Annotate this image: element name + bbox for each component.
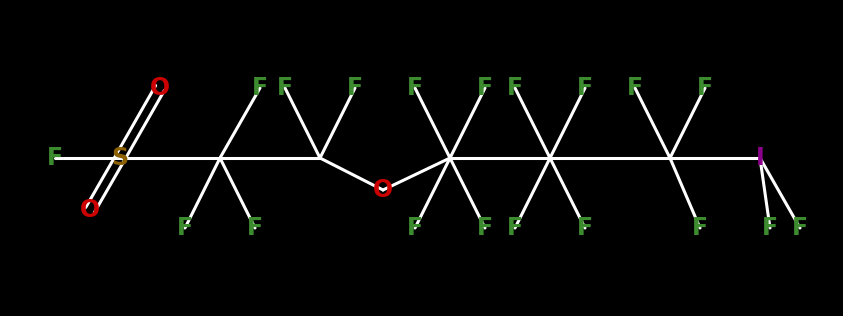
Text: F: F <box>407 76 423 100</box>
Text: F: F <box>47 146 63 170</box>
Text: I: I <box>755 146 765 170</box>
Text: F: F <box>577 216 593 240</box>
Text: S: S <box>111 146 129 170</box>
Text: F: F <box>577 76 593 100</box>
Text: F: F <box>762 216 778 240</box>
Text: F: F <box>477 216 493 240</box>
Text: F: F <box>347 76 363 100</box>
Text: F: F <box>792 216 808 240</box>
Text: F: F <box>697 76 713 100</box>
Text: O: O <box>150 76 170 100</box>
Text: F: F <box>247 216 263 240</box>
Text: F: F <box>252 76 268 100</box>
Text: F: F <box>177 216 193 240</box>
Text: F: F <box>407 216 423 240</box>
Text: O: O <box>80 198 100 222</box>
Text: F: F <box>477 76 493 100</box>
Text: F: F <box>507 76 523 100</box>
Text: F: F <box>627 76 643 100</box>
Text: F: F <box>692 216 708 240</box>
Text: F: F <box>507 216 523 240</box>
Text: O: O <box>373 178 393 202</box>
Text: F: F <box>277 76 293 100</box>
